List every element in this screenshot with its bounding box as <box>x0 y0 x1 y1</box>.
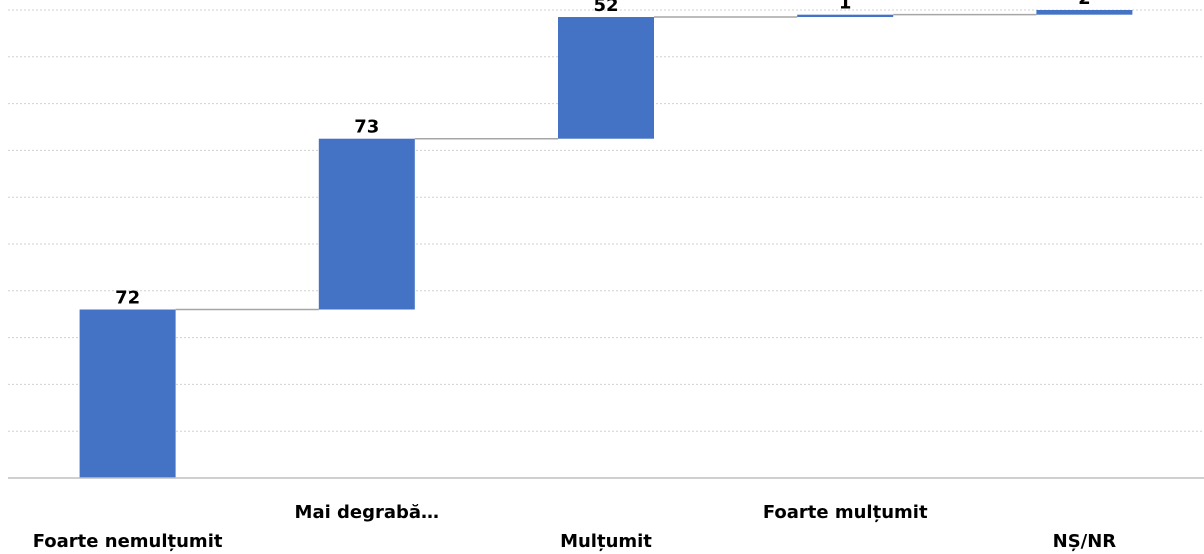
bar-ns-nr <box>1036 10 1132 15</box>
data-label-foarte-multumit: 1 <box>839 0 852 14</box>
category-label-ns-nr: NȘ/NR <box>1053 531 1117 552</box>
category-label-multumit: Mulțumit <box>560 531 652 552</box>
category-label-foarte-multumit: Foarte mulțumit <box>763 502 928 523</box>
bar-foarte-multumit <box>797 15 893 17</box>
category-label-foarte-nemultumit: Foarte nemulțumit <box>33 531 223 552</box>
data-label-mai-degraba: 73 <box>354 117 379 138</box>
data-label-foarte-nemultumit: 72 <box>115 288 140 309</box>
bar-foarte-nemultumit <box>80 310 176 478</box>
data-label-ns-nr: 2 <box>1078 0 1091 9</box>
category-labels: Foarte nemulțumit Mai degrabă… Mulțumit Foa… <box>33 502 1117 552</box>
category-label-mai-degraba: Mai degrabă… <box>295 502 440 523</box>
data-label-multumit: 52 <box>593 0 618 16</box>
bar-multumit <box>558 17 654 139</box>
bar-mai-degraba <box>319 139 415 310</box>
